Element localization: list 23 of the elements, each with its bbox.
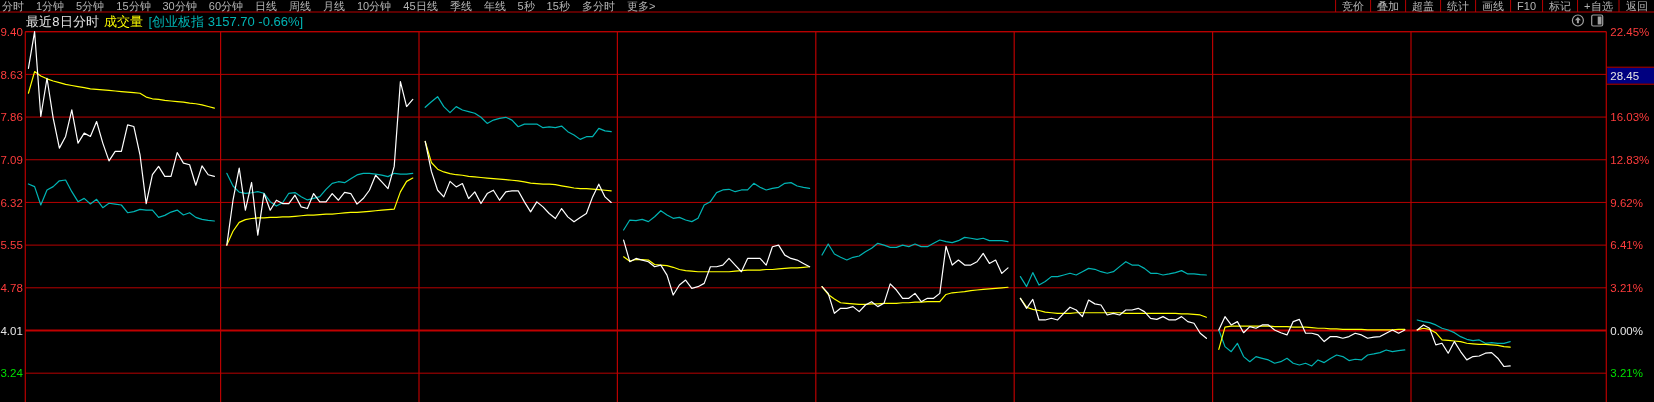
- chart-title: 最近8日分时: [26, 14, 99, 29]
- y-tick-label: 8.63: [0, 68, 23, 81]
- text: [创业板指 3157.70 -0.66%]: [148, 14, 304, 29]
- y2-tick-label: 16.03%: [1610, 111, 1650, 124]
- text: 28.45: [1610, 70, 1640, 83]
- y-tick-label: 7.86: [0, 111, 23, 124]
- y2-tick-label: 9.62%: [1610, 196, 1643, 209]
- y-tick-label: 3.24: [0, 367, 24, 380]
- y-tick-label: 6.32: [0, 196, 23, 209]
- y-tick-label: 4.78: [0, 282, 23, 295]
- y-tick-label: 7.09: [0, 153, 23, 166]
- y2-tick-label: 22.45%: [1610, 25, 1650, 38]
- y2-tick-label: 0.00%: [1610, 324, 1643, 337]
- y2-tick-label: 12.83%: [1610, 153, 1650, 166]
- y-tick-label: 4.01: [0, 324, 23, 337]
- text: 分时 1分钟 5分钟 15分钟 30分钟 60分钟 日线 周线 月线 10分钟 45日线 季线 年线 5秒 15秒 多分时 更多>: [2, 0, 656, 12]
- text: 成交量: [103, 14, 143, 29]
- text: 竞价 叠加 超盖 统计 画线 F10 标记 +自选 返回: [1342, 0, 1648, 12]
- y2-tick-label: 3.21%: [1610, 367, 1643, 380]
- y2-tick-label: 3.21%: [1610, 282, 1643, 294]
- y-tick-label: 5.55: [0, 239, 23, 252]
- y2-tick-label: 6.41%: [1610, 239, 1643, 252]
- y-tick-label: 9.40: [0, 25, 23, 38]
